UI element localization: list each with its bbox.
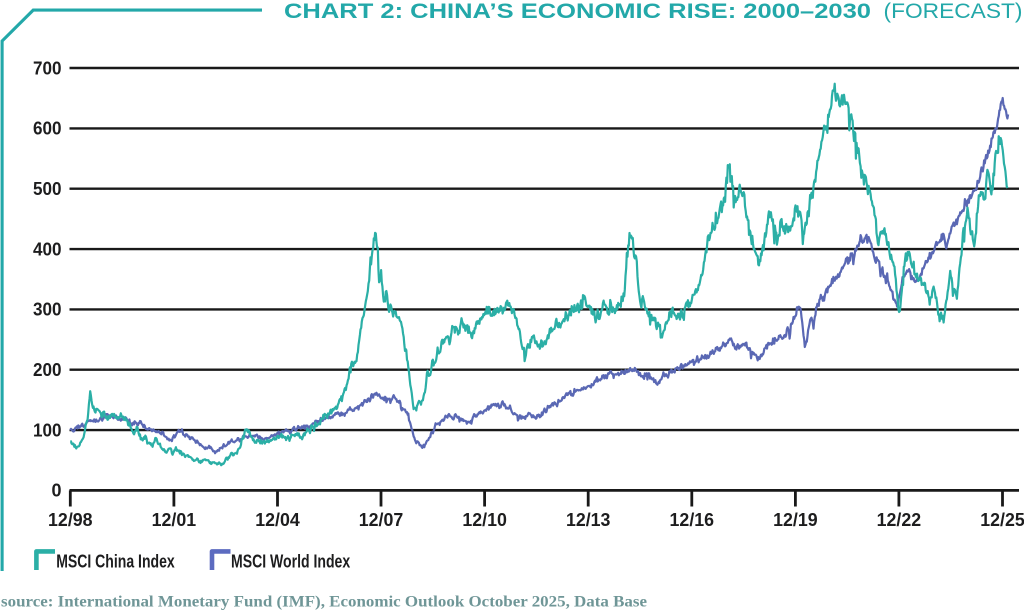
svg-text:source: International Monetary: source: International Monetary Fund (IMF… <box>1 594 647 611</box>
svg-text:12/07: 12/07 <box>359 510 404 530</box>
svg-text:(FORECAST): (FORECAST) <box>884 0 1023 23</box>
svg-text:12/16: 12/16 <box>670 510 715 530</box>
svg-text:12/22: 12/22 <box>877 510 922 530</box>
svg-text:500: 500 <box>33 179 62 199</box>
svg-text:12/19: 12/19 <box>773 510 818 530</box>
svg-text:200: 200 <box>33 360 62 380</box>
svg-text:MSCI World Index: MSCI World Index <box>231 552 350 572</box>
svg-text:12/25: 12/25 <box>980 510 1024 530</box>
svg-text:600: 600 <box>33 119 62 139</box>
svg-text:700: 700 <box>33 58 62 78</box>
svg-text:12/04: 12/04 <box>255 510 300 530</box>
svg-text:400: 400 <box>33 239 62 259</box>
svg-text:12/01: 12/01 <box>152 510 197 530</box>
svg-text:12/13: 12/13 <box>566 510 611 530</box>
svg-text:MSCI China Index: MSCI China Index <box>56 552 175 572</box>
svg-text:CHART 2: CHINA’S ECONOMIC RISE: CHART 2: CHINA’S ECONOMIC RISE: 2000–203… <box>284 0 871 23</box>
svg-text:300: 300 <box>33 300 62 320</box>
svg-text:0: 0 <box>52 481 62 501</box>
svg-text:12/10: 12/10 <box>462 510 507 530</box>
svg-text:100: 100 <box>33 420 62 440</box>
svg-text:12/98: 12/98 <box>48 510 93 530</box>
